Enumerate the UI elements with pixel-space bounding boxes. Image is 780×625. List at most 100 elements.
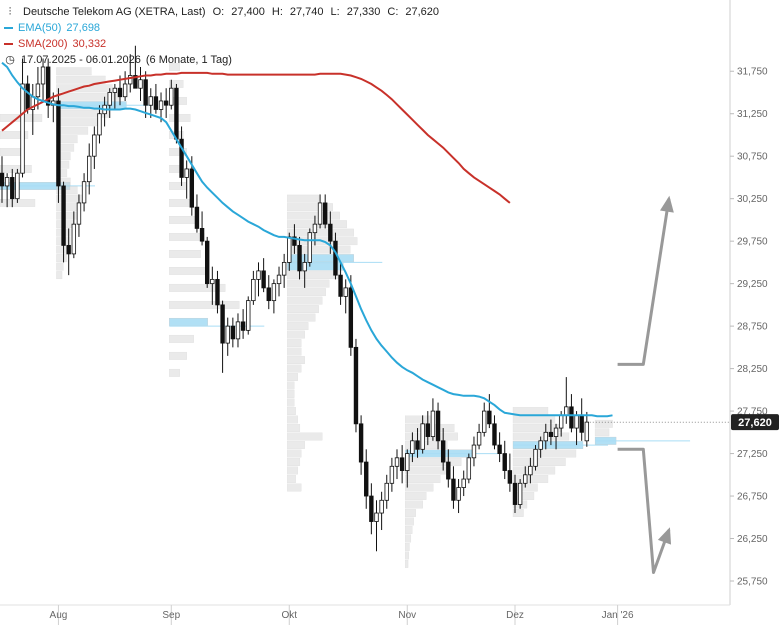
vp-bar <box>56 254 68 263</box>
vp-bar <box>169 334 194 343</box>
candlestick-icon: ⫶ <box>8 6 12 18</box>
y-tick-label: 26,250 <box>737 534 768 545</box>
vp-bar <box>287 483 302 492</box>
candle-body <box>112 87 118 93</box>
candle-body <box>66 245 71 255</box>
sma-label: SMA(200) <box>18 38 68 50</box>
candle-body <box>230 325 236 340</box>
last-price-box <box>731 414 779 431</box>
candle-body <box>169 87 174 106</box>
vp-bar <box>287 271 340 280</box>
candle-body <box>543 431 548 442</box>
candle-body <box>502 453 507 471</box>
vp-bar <box>287 296 323 305</box>
ohlc-close: 27,620 <box>405 6 440 18</box>
scenario-down-line <box>617 447 671 574</box>
candle-body <box>225 325 230 344</box>
candle-body <box>158 100 164 110</box>
vp-bar <box>169 351 187 360</box>
scenario-up-arrowhead <box>659 195 674 213</box>
vp-bar <box>405 500 423 509</box>
vp-bar <box>287 211 340 220</box>
vp-bar <box>405 441 448 449</box>
candle-body <box>338 274 343 297</box>
ohlc-close-label: C: <box>387 6 399 18</box>
candle-body <box>517 482 523 505</box>
vp-bar <box>287 449 302 458</box>
vp-bar <box>287 373 298 381</box>
candle-body <box>97 113 102 136</box>
candle-body <box>410 440 415 454</box>
x-axis: Aug Sep Okt Nov Dez Jan '26 <box>0 604 730 625</box>
candle-body <box>215 278 220 306</box>
legend-sma[interactable]: SMA(200) 30,332 <box>4 36 441 52</box>
candle-body <box>369 495 374 522</box>
ohlc-low: 27,330 <box>346 6 381 18</box>
vp-bar <box>169 114 191 122</box>
instrument-name: Deutsche Telekom AG (XETRA, Last) <box>23 6 206 18</box>
candle-body <box>235 321 241 340</box>
candle-body <box>307 232 312 263</box>
vp-bar <box>169 250 201 258</box>
ema50-line <box>1 61 613 418</box>
volume-profile <box>0 63 691 568</box>
y-tick-label: 27,250 <box>737 449 768 460</box>
vp-bar <box>169 148 187 156</box>
ohlc-high: 27,740 <box>289 6 324 18</box>
candle-body <box>287 236 292 263</box>
candle-body <box>333 240 338 276</box>
candle-body <box>425 423 430 437</box>
candle-body <box>35 83 41 98</box>
candle-body <box>92 134 97 157</box>
candle-body <box>328 223 333 242</box>
legend-ema[interactable]: EMA(50) 27,698 <box>4 20 441 36</box>
ema-value: 27,698 <box>66 22 101 34</box>
vp-bar <box>405 458 462 466</box>
vp-bar <box>287 458 301 466</box>
candle-body <box>317 202 323 225</box>
vp-bar <box>512 458 566 466</box>
vp-bar <box>169 199 191 207</box>
vp-bar <box>287 441 305 449</box>
x-tick-label: Aug <box>50 610 68 621</box>
candle-body <box>584 421 590 442</box>
last-price-label: 27,620 <box>738 417 772 429</box>
x-tick-label: Sep <box>162 610 180 621</box>
candle-body <box>384 482 389 501</box>
vp-bar <box>0 165 32 173</box>
candle-body <box>394 457 400 467</box>
vp-bar <box>287 279 330 288</box>
candle-body <box>81 181 87 204</box>
candle-body <box>194 206 200 229</box>
vp-bar <box>405 551 409 560</box>
vp-bar <box>56 126 89 135</box>
vp-bar <box>287 364 302 373</box>
vp-bar <box>405 415 434 424</box>
vp-bar <box>56 271 63 280</box>
vp-bar <box>287 466 298 475</box>
candle-body <box>312 223 318 234</box>
vp-poc-bar <box>169 317 208 326</box>
candle-body <box>40 66 46 85</box>
y-tick-label: 30,750 <box>737 152 768 163</box>
vp-bar <box>287 305 319 314</box>
vp-bar <box>405 475 441 483</box>
vp-bar <box>169 63 180 71</box>
vp-bar <box>56 75 106 84</box>
candle-body <box>507 470 513 484</box>
candle-body <box>548 431 554 437</box>
candle-body <box>466 457 472 480</box>
range-detail: (6 Monate, 1 Tag) <box>145 54 232 66</box>
candle-body <box>117 87 123 98</box>
vp-bar <box>594 419 613 428</box>
vp-bar <box>405 483 434 492</box>
candle-body <box>492 423 497 446</box>
candle-body <box>482 410 487 433</box>
scenario-up-line <box>617 198 671 366</box>
candle-body <box>179 138 184 178</box>
candle-body <box>420 423 425 450</box>
vp-bar <box>169 283 226 292</box>
candle-body <box>276 274 282 285</box>
candle-body <box>128 75 133 85</box>
